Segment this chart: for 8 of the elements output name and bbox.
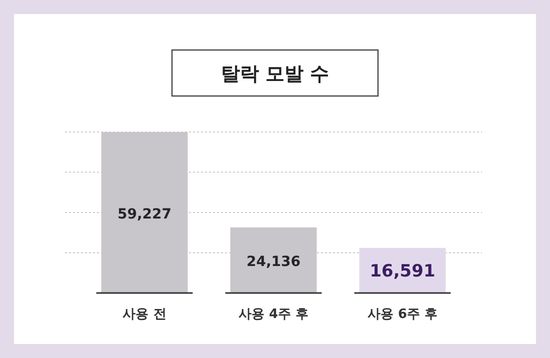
data-label: 16,591 (370, 261, 436, 282)
chart-title: 탈락 모발 수 (220, 63, 330, 85)
x-tick-label: 사용 4주 후 (238, 307, 309, 322)
x-tick-label: 사용 전 (122, 307, 166, 322)
title: 탈락 모발 수 (171, 49, 379, 97)
data-label: 24,136 (246, 254, 301, 270)
data-label: 59,227 (117, 206, 172, 222)
x-tick-label: 사용 6주 후 (367, 307, 438, 322)
